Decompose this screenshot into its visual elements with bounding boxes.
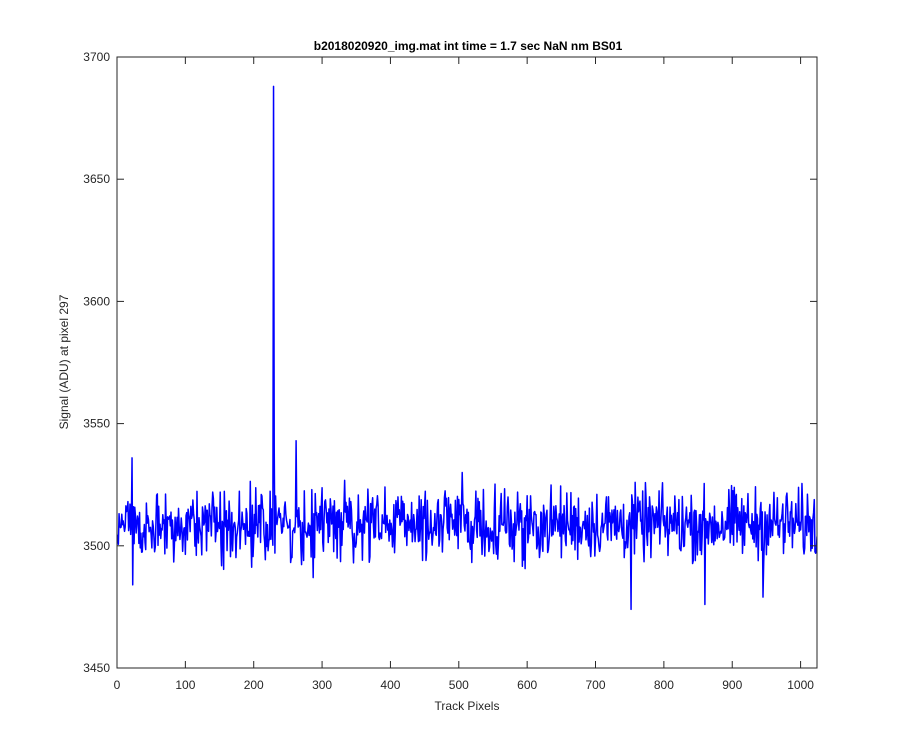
x-axis: 0 100 200 300 400 500 600 700 800 900 1000 bbox=[114, 57, 814, 692]
series-line bbox=[117, 85, 817, 611]
x-tick-label: 600 bbox=[517, 678, 537, 692]
y-tick-label: 3500 bbox=[83, 539, 110, 553]
series-layer bbox=[117, 85, 817, 611]
y-axis-label: Signal (ADU) at pixel 297 bbox=[57, 294, 71, 429]
x-tick-label: 0 bbox=[114, 678, 121, 692]
y-tick-label: 3450 bbox=[83, 661, 110, 675]
x-tick-label: 500 bbox=[449, 678, 469, 692]
x-tick-label: 200 bbox=[244, 678, 264, 692]
axes-box bbox=[116, 56, 818, 669]
x-tick-label: 300 bbox=[312, 678, 332, 692]
x-tick-label: 900 bbox=[722, 678, 742, 692]
plot-clip bbox=[117, 85, 817, 611]
y-tick-label: 3600 bbox=[83, 294, 110, 308]
axes-background bbox=[117, 57, 817, 668]
x-tick-label: 700 bbox=[586, 678, 606, 692]
plot-area bbox=[116, 56, 818, 669]
chart-title: b2018020920_img.mat int time = 1.7 sec N… bbox=[314, 39, 623, 53]
y-axis: 3450 3500 3550 3600 3650 3700 bbox=[83, 50, 817, 675]
y-tick-label: 3550 bbox=[83, 417, 110, 431]
y-tick-label: 3650 bbox=[83, 172, 110, 186]
x-tick-label: 1000 bbox=[787, 678, 814, 692]
x-tick-label: 400 bbox=[380, 678, 400, 692]
x-tick-label: 800 bbox=[654, 678, 674, 692]
x-tick-label: 100 bbox=[175, 678, 195, 692]
y-tick-label: 3700 bbox=[83, 50, 110, 64]
x-axis-label: Track Pixels bbox=[435, 699, 500, 713]
